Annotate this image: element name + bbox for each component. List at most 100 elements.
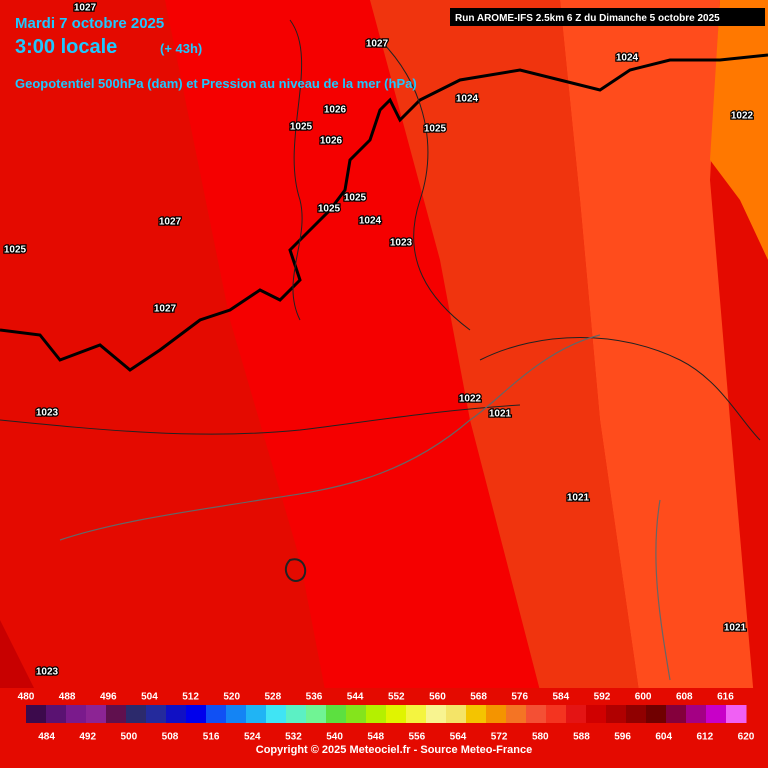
pressure-label: 1027 [74, 3, 97, 14]
colorbar-tick-label: 548 [367, 732, 384, 743]
pressure-contour [0, 19, 761, 582]
colorbar-swatch [286, 705, 307, 723]
colorbar-tick-label: 588 [573, 732, 590, 743]
colorbar-tick-label: 488 [59, 692, 76, 703]
colorbar-tick-label: 540 [326, 732, 343, 743]
colorbar-swatch [306, 705, 327, 723]
time: 3:00 locale [15, 36, 117, 58]
field-band [710, 0, 768, 260]
colorbar-swatch [446, 705, 467, 723]
colorbar-tick-label: 616 [717, 692, 734, 703]
colorbar-tick-label: 524 [244, 732, 261, 743]
colorbar-tick-label: 532 [285, 732, 302, 743]
colorbar-swatch [526, 705, 547, 723]
pressure-label: 1025 [344, 193, 367, 204]
colorbar-swatch [686, 705, 707, 723]
colorbar-tick-label: 576 [511, 692, 528, 703]
colorbar-swatch [706, 705, 727, 723]
colorbar-swatch [146, 705, 167, 723]
colorbar-swatch [246, 705, 267, 723]
colorbar-tick-label: 620 [738, 732, 755, 743]
colorbar-tick-label: 584 [553, 692, 570, 703]
colorbar-swatch [466, 705, 487, 723]
colorbar-tick-label: 528 [265, 692, 282, 703]
colorbar-tick-label: 520 [223, 692, 240, 703]
colorbar-swatch [426, 705, 447, 723]
pressure-label: 1025 [424, 124, 447, 135]
pressure-label: 1027 [154, 304, 177, 315]
colorbar-swatch [346, 705, 367, 723]
pressure-label: 1021 [567, 493, 590, 504]
pressure-label: 1024 [359, 216, 382, 227]
colorbar-tick-label: 512 [182, 692, 199, 703]
pressure-label: 1025 [290, 122, 313, 133]
colorbar-swatch [266, 705, 287, 723]
colorbar-tick-label: 600 [635, 692, 652, 703]
colorbar-swatch [46, 705, 67, 723]
pressure-label: 1026 [324, 105, 347, 116]
pressure-label: 1023 [36, 667, 59, 678]
pressure-label: 1027 [366, 39, 389, 50]
colorbar-tick-label: 596 [614, 732, 631, 743]
colorbar-swatch [606, 705, 627, 723]
colorbar-swatch [566, 705, 587, 723]
colorbar-tick-label: 580 [532, 732, 549, 743]
colorbar-tick-label: 608 [676, 692, 693, 703]
colorbar-swatch [486, 705, 507, 723]
colorbar-tick-label: 504 [141, 692, 158, 703]
colorbar-swatch [166, 705, 187, 723]
legend-area [0, 688, 768, 768]
pressure-label: 1022 [459, 394, 482, 405]
run-info: Run AROME-IFS 2.5km 6 Z du Dimanche 5 oc… [455, 13, 720, 24]
colorbar-swatch [126, 705, 147, 723]
pressure-label: 1021 [489, 409, 512, 420]
colorbar-swatch [726, 705, 747, 723]
colorbar-tick-label: 612 [697, 732, 714, 743]
pressure-label: 1025 [4, 245, 27, 256]
colorbar-tick-label: 480 [18, 692, 35, 703]
colorbar-swatch [646, 705, 667, 723]
colorbar-tick-label: 508 [162, 732, 179, 743]
colorbar-tick-label: 560 [429, 692, 446, 703]
field-band [165, 0, 560, 768]
colorbar-tick-label: 572 [491, 732, 508, 743]
colorbar-tick-label: 552 [388, 692, 405, 703]
colorbar-tick-label: 604 [655, 732, 672, 743]
date: Mardi 7 octobre 2025 [15, 15, 164, 32]
colorbar-tick-label: 564 [450, 732, 467, 743]
colorbar-swatch [106, 705, 127, 723]
colorbar-tick-label: 496 [100, 692, 117, 703]
pressure-label: 1024 [456, 94, 479, 105]
colorbar-swatch [406, 705, 427, 723]
colorbar-tick-label: 568 [470, 692, 487, 703]
pressure-label: 1023 [36, 408, 59, 419]
pressure-label: 1024 [616, 53, 639, 64]
colorbar-swatch [386, 705, 407, 723]
colorbar-swatch [366, 705, 387, 723]
pressure-label: 1022 [731, 111, 754, 122]
colorbar-swatch [626, 705, 647, 723]
pressure-labels: 1027 1027 1024 1024 1022 1026 1025 1026 1025 1027… [3, 1, 755, 679]
colorbar-swatch [86, 705, 107, 723]
colorbar-swatch [586, 705, 607, 723]
colorbar-swatch [666, 705, 687, 723]
colorbar-swatch [226, 705, 247, 723]
colorbar-tick-label: 484 [38, 732, 55, 743]
colorbar-swatch [206, 705, 227, 723]
colorbar-tick-label: 556 [409, 732, 426, 743]
pressure-label: 1025 [318, 204, 341, 215]
field-band [370, 0, 650, 768]
colorbar-swatch [26, 705, 47, 723]
colorbar-swatch [546, 705, 567, 723]
geopotential-contour [0, 53, 768, 372]
colorbar-tick-label: 544 [347, 692, 364, 703]
field-band [560, 0, 760, 768]
pressure-label: 1026 [320, 136, 343, 147]
subtitle: Geopotentiel 500hPa (dam) et Pression au… [15, 76, 417, 91]
run-box [450, 8, 765, 26]
pressure-label: 1021 [724, 623, 747, 634]
colorbar-swatch [506, 705, 527, 723]
pressure-label: 1023 [390, 238, 413, 249]
lead-time: (+ 43h) [160, 41, 202, 56]
